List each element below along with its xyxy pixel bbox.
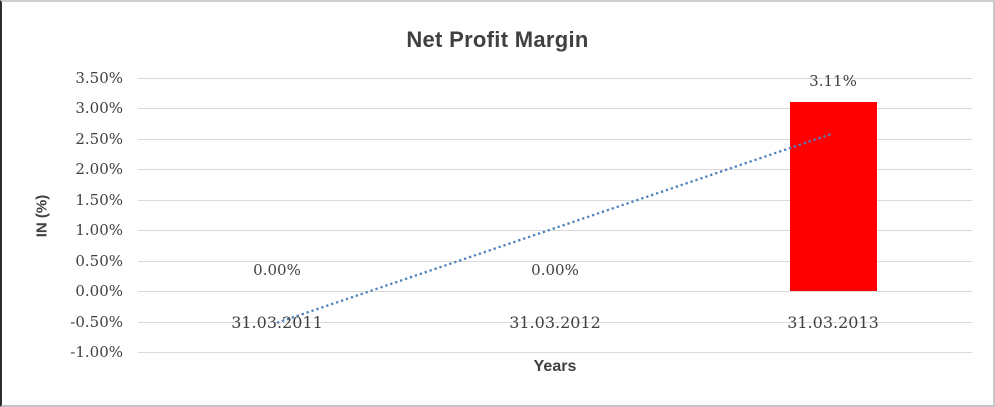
y-axis-tick-label: 3.50% [75,69,123,87]
y-axis-tick-label: 1.50% [75,191,123,209]
x-axis-category-label: 31.03.2013 [787,313,879,332]
gridline [138,352,972,353]
trendline [276,132,834,324]
gridline [138,108,972,109]
gridline [138,291,972,292]
y-axis-tick-label: 2.50% [75,130,123,148]
x-axis-title: Years [533,358,577,375]
y-axis-tick-label: 3.00% [75,99,123,117]
y-axis-tick-label: -1.00% [70,343,123,361]
y-axis-tick-label: 1.00% [75,221,123,239]
data-label: 0.00% [253,261,301,279]
y-axis-tick-label: -0.50% [70,313,123,331]
bar-31.03.2013 [790,102,877,291]
x-axis-category-label: 31.03.2011 [231,313,323,332]
x-axis-category-label: 31.03.2012 [509,313,601,332]
y-axis-tick-label: 0.50% [75,252,123,270]
data-label: 3.11% [809,72,857,90]
y-axis-tick-label: 2.00% [75,160,123,178]
y-axis-tick-label: 0.00% [75,282,123,300]
chart-title: Net Profit Margin [406,27,589,52]
data-label: 0.00% [531,261,579,279]
gridline [138,78,972,79]
